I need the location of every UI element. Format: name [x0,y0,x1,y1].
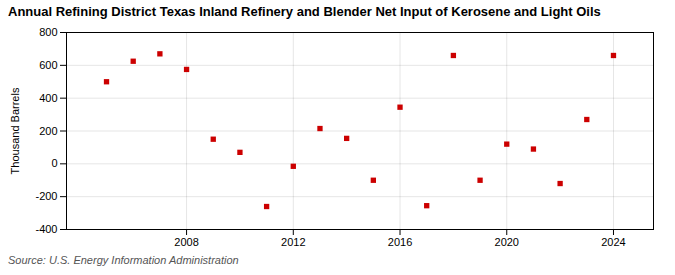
html-text:Annual Refining District Texas: Annual Refining District Texas Inland Re… [8,4,601,19]
svg-text:800: 800 [39,26,57,38]
svg-text:2020: 2020 [495,236,519,248]
svg-text:2008: 2008 [174,236,198,248]
svg-text:Thousand Barrels: Thousand Barrels [9,87,21,174]
svg-text:0: 0 [51,157,57,169]
svg-text:-400: -400 [35,223,57,235]
html-text:Source: U.S. Energy Informatio: Source: U.S. Energy Information Administ… [8,253,239,266]
svg-text:200: 200 [39,124,57,136]
svg-text:600: 600 [39,58,57,70]
svg-text:400: 400 [39,91,57,103]
svg-text:2024: 2024 [601,236,625,248]
svg-text:-200: -200 [35,190,57,202]
svg-text:2016: 2016 [388,236,412,248]
svg-text:2012: 2012 [281,236,305,248]
